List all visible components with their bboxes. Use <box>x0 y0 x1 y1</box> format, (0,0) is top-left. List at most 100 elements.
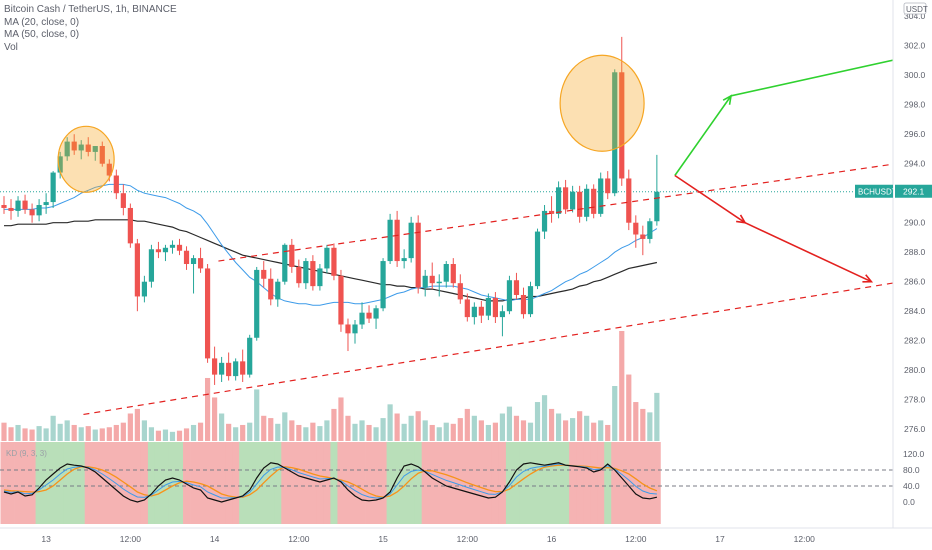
candle-body[interactable] <box>492 297 498 318</box>
candle-body[interactable] <box>197 258 204 269</box>
candle-body[interactable] <box>15 200 21 211</box>
candle-body[interactable] <box>92 146 98 152</box>
candle-body[interactable] <box>183 250 190 265</box>
candle-body[interactable] <box>513 280 520 295</box>
candle-body[interactable] <box>598 178 604 214</box>
candle-body[interactable] <box>8 207 14 211</box>
candle-body[interactable] <box>499 311 506 318</box>
candle-body[interactable] <box>654 191 660 222</box>
candle-body[interactable] <box>520 294 527 315</box>
candle-body[interactable] <box>534 231 541 287</box>
candle-body[interactable] <box>71 141 77 151</box>
candle-body[interactable] <box>619 72 625 179</box>
candle-body[interactable] <box>626 178 632 223</box>
candle-body[interactable] <box>345 324 351 334</box>
candle-body[interactable] <box>570 191 576 210</box>
candle-body[interactable] <box>240 361 246 375</box>
candle-body[interactable] <box>338 275 344 325</box>
candle-body[interactable] <box>296 266 302 284</box>
candle-body[interactable] <box>380 261 386 309</box>
candle-body[interactable] <box>415 222 421 288</box>
candle-body[interactable] <box>29 209 35 216</box>
candle-body[interactable] <box>148 249 155 282</box>
candle-body[interactable] <box>577 191 583 217</box>
candle-body[interactable] <box>373 308 379 319</box>
candle-body[interactable] <box>275 281 281 300</box>
candle-body[interactable] <box>289 244 295 267</box>
candle-body[interactable] <box>36 205 42 216</box>
kd-background-segment <box>204 442 212 524</box>
candle-body[interactable] <box>422 275 428 288</box>
candle-body[interactable] <box>584 188 590 217</box>
candle-body[interactable] <box>176 244 183 251</box>
volume-bar <box>29 429 35 441</box>
candle-body[interactable] <box>282 244 288 282</box>
candle-body[interactable] <box>50 172 56 203</box>
candle-body[interactable] <box>120 193 126 208</box>
candle-body[interactable] <box>57 156 63 173</box>
candle-body[interactable] <box>647 221 653 239</box>
currency-badge[interactable] <box>903 2 927 15</box>
candle-body[interactable] <box>485 297 491 316</box>
candle-body[interactable] <box>169 244 176 248</box>
candle-body[interactable] <box>268 278 274 300</box>
candle-body[interactable] <box>233 361 239 377</box>
candle-body[interactable] <box>429 275 435 284</box>
candle-body[interactable] <box>464 299 470 318</box>
candle-body[interactable] <box>394 219 400 262</box>
candle-body[interactable] <box>78 144 84 151</box>
candle-body[interactable] <box>541 210 548 232</box>
candle-body[interactable] <box>155 249 162 253</box>
candle-body[interactable] <box>366 312 372 319</box>
candle-body[interactable] <box>99 146 105 164</box>
volume-bar <box>197 422 204 441</box>
candle-body[interactable] <box>633 222 639 235</box>
candle-body[interactable] <box>212 358 218 375</box>
candle-body[interactable] <box>141 281 147 297</box>
candle-body[interactable] <box>43 202 49 206</box>
candle-body[interactable] <box>591 188 597 214</box>
candle-body[interactable] <box>310 261 316 287</box>
candle-body[interactable] <box>254 269 260 338</box>
candle-body[interactable] <box>387 219 393 262</box>
candle-body[interactable] <box>1 205 7 208</box>
candle-body[interactable] <box>247 337 253 375</box>
candle-body[interactable] <box>331 247 337 276</box>
candle-body[interactable] <box>317 268 323 287</box>
candle-body[interactable] <box>401 258 407 262</box>
candle-body[interactable] <box>85 144 91 152</box>
candle-body[interactable] <box>226 362 232 377</box>
candle-body[interactable] <box>127 207 133 244</box>
candle-body[interactable] <box>113 175 119 194</box>
candle-body[interactable] <box>563 187 569 210</box>
candle-body[interactable] <box>162 247 169 253</box>
candle-body[interactable] <box>190 258 197 265</box>
candle-body[interactable] <box>478 306 484 316</box>
candle-body[interactable] <box>436 281 442 284</box>
candle-body[interactable] <box>408 222 414 259</box>
candle-body[interactable] <box>261 269 267 279</box>
candle-body[interactable] <box>612 72 618 194</box>
candle-body[interactable] <box>204 268 211 359</box>
candle-body[interactable] <box>324 247 330 269</box>
candle-body[interactable] <box>134 243 140 297</box>
candle-body[interactable] <box>450 264 456 284</box>
candle-body[interactable] <box>527 286 534 315</box>
candle-body[interactable] <box>555 187 562 214</box>
candle-body[interactable] <box>443 264 449 282</box>
candle-body[interactable] <box>605 178 611 194</box>
candle-body[interactable] <box>22 200 28 210</box>
candle-body[interactable] <box>640 234 646 239</box>
candle-body[interactable] <box>457 283 463 300</box>
candle-body[interactable] <box>506 280 513 312</box>
kd-background-segment <box>21 442 29 524</box>
candle-body[interactable] <box>64 141 70 157</box>
candle-body[interactable] <box>106 163 112 176</box>
candle-body[interactable] <box>359 312 365 325</box>
candle-body[interactable] <box>471 306 477 318</box>
candle-body[interactable] <box>219 362 225 375</box>
candle-body[interactable] <box>352 324 358 334</box>
candle-body[interactable] <box>548 210 555 214</box>
candle-body[interactable] <box>303 261 309 284</box>
